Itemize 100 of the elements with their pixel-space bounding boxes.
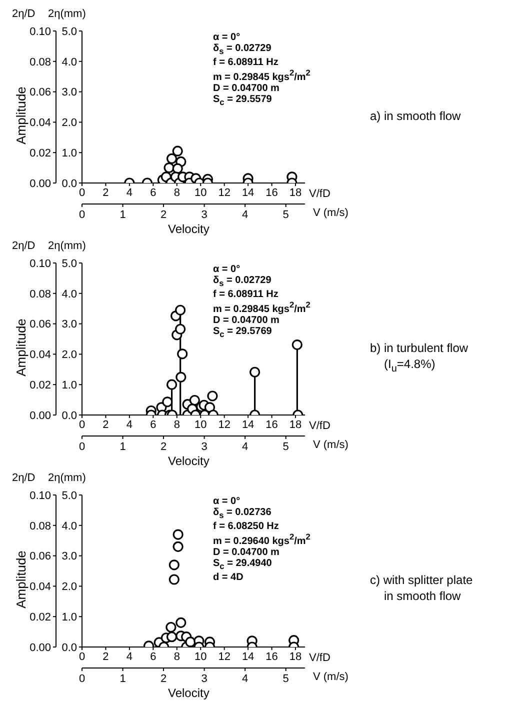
x2-tick-label: 2 xyxy=(160,673,167,685)
x-tick-label: 14 xyxy=(242,650,254,663)
x-tick-label: 18 xyxy=(289,650,302,663)
y-tick-label: 0.00 xyxy=(30,410,51,422)
x2-tick-label: 5 xyxy=(282,441,289,453)
y-tick-label: 0.02 xyxy=(30,148,51,160)
y-tick-label: 0.02 xyxy=(30,380,51,392)
x2-tick-label: 1 xyxy=(120,673,126,685)
y2-tick-label: 4.0 xyxy=(62,56,77,68)
x2-tick-label: 3 xyxy=(201,209,208,221)
x2-tick-label: 0 xyxy=(78,441,86,453)
text: c) with splitter plate in smooth flow xyxy=(370,573,473,603)
annotation: δ$_{s}$ = 0.02736 xyxy=(213,507,272,520)
x2-axis-title: V (m/s) xyxy=(313,207,348,219)
y-tick-label: 0.06 xyxy=(30,86,51,99)
y2-tick-label: 2.0 xyxy=(62,349,77,362)
x-tick-label: 16 xyxy=(266,650,278,663)
annotation: α = 0° xyxy=(213,264,240,275)
annotation: S$_{c}$ = 29.5769 xyxy=(213,326,272,340)
y-tick-label: 0.08 xyxy=(30,56,51,68)
x-tick-label: 6 xyxy=(150,650,156,663)
x-tick-label: 4 xyxy=(126,186,133,199)
annotation: δ$_{s}$ = 0.02729 xyxy=(213,275,272,288)
y2-tick-label: 2.0 xyxy=(62,117,77,130)
x2-tick-label: 4 xyxy=(242,209,248,221)
x2-tick-label: 2 xyxy=(160,209,167,221)
x-tick-label: 0 xyxy=(78,418,86,431)
text: b) in turbulent flow (I$_{u}$=4.8%) xyxy=(370,341,468,374)
y2-tick-label: 4.0 xyxy=(62,520,77,532)
annotation: α = 0° xyxy=(213,496,240,507)
y-tick-label: 0.00 xyxy=(30,178,51,190)
y-axis-title: 2η/D xyxy=(12,8,36,20)
x-tick-label: 6 xyxy=(150,418,156,431)
x-axis-title: V/fD xyxy=(309,188,330,200)
x-tick-label: 14 xyxy=(242,186,254,199)
x2-tick-label: 0 xyxy=(78,209,86,221)
y2-tick-label: 3.0 xyxy=(62,318,77,331)
annotation: m = 0.29845 kgs$^{2}$/m$^{2}$ xyxy=(213,300,310,316)
x2-tick-label: 4 xyxy=(242,441,248,453)
annotation: f = 6.08911 Hz xyxy=(213,57,278,68)
annotation: δ$_{s}$ = 0.02729 xyxy=(213,43,272,56)
x2-tick-label: 3 xyxy=(201,441,208,453)
y-axis-title: 2η/D xyxy=(12,240,36,252)
annotation: D = 0.04700 m xyxy=(213,315,280,326)
text: Amplitude xyxy=(14,550,28,608)
x2-tick-label: 1 xyxy=(120,441,126,453)
y-tick-label: 0.04 xyxy=(30,581,51,594)
x2-tick-label: 4 xyxy=(242,673,248,685)
y2-axis-title: 2η(mm) xyxy=(48,8,86,20)
x-axis-title: V/fD xyxy=(309,652,330,664)
annotation: f = 6.08911 Hz xyxy=(213,289,278,300)
text: Velocity xyxy=(168,686,210,700)
annotation: d = 4D xyxy=(213,572,244,584)
y2-tick-label: 5.0 xyxy=(62,490,77,502)
x-tick-label: 16 xyxy=(266,418,278,431)
x-tick-label: 16 xyxy=(266,186,278,199)
x-tick-label: 2 xyxy=(102,186,109,199)
y-axis-title: 2η/D xyxy=(12,472,36,484)
y2-axis-title: 2η(mm) xyxy=(48,240,86,252)
x2-tick-label: 3 xyxy=(201,673,208,685)
y-tick-label: 0.10 xyxy=(30,26,51,38)
y2-tick-label: 5.0 xyxy=(62,258,77,270)
y-tick-label: 0.04 xyxy=(30,117,51,130)
y-tick-label: 0.02 xyxy=(30,612,51,624)
x-tick-label: 12 xyxy=(218,418,230,431)
x-tick-label: 10 xyxy=(194,418,207,431)
x2-tick-label: 2 xyxy=(160,441,167,453)
y-tick-label: 0.10 xyxy=(30,258,51,270)
y2-tick-label: 4.0 xyxy=(62,288,77,300)
annotation: S$_{c}$ = 29.5579 xyxy=(213,94,272,108)
y-tick-label: 0.10 xyxy=(30,490,51,502)
x2-tick-label: 5 xyxy=(282,209,289,221)
y-tick-label: 0.08 xyxy=(30,288,51,300)
y2-tick-label: 2.0 xyxy=(62,581,77,594)
y2-tick-label: 3.0 xyxy=(62,550,77,563)
x-tick-label: 10 xyxy=(194,650,207,663)
x2-axis-title: V (m/s) xyxy=(313,671,348,683)
x-tick-label: 12 xyxy=(218,186,230,199)
x-tick-label: 18 xyxy=(289,418,302,431)
x-tick-label: 8 xyxy=(174,650,180,663)
y-tick-label: 0.04 xyxy=(30,349,51,362)
y-tick-label: 0.06 xyxy=(30,318,51,331)
y2-tick-label: 3.0 xyxy=(62,86,77,99)
x-tick-label: 4 xyxy=(126,650,133,663)
y2-tick-label: 1.0 xyxy=(62,612,77,624)
text: Amplitude xyxy=(14,86,28,144)
x-tick-label: 2 xyxy=(102,650,109,663)
annotation: f = 6.08250 Hz xyxy=(213,521,279,532)
x-tick-label: 12 xyxy=(218,650,230,663)
y-tick-label: 0.00 xyxy=(30,642,51,654)
x2-tick-label: 0 xyxy=(78,673,86,685)
x-tick-label: 8 xyxy=(174,186,180,199)
x-tick-label: 0 xyxy=(78,186,86,199)
y2-tick-label: 1.0 xyxy=(62,380,77,392)
y2-tick-label: 0.0 xyxy=(62,410,77,422)
x2-tick-label: 1 xyxy=(120,209,126,221)
x2-tick-label: 5 xyxy=(282,673,289,685)
x-tick-label: 0 xyxy=(78,650,86,663)
x-tick-label: 8 xyxy=(174,418,180,431)
y2-tick-label: 5.0 xyxy=(62,26,77,38)
